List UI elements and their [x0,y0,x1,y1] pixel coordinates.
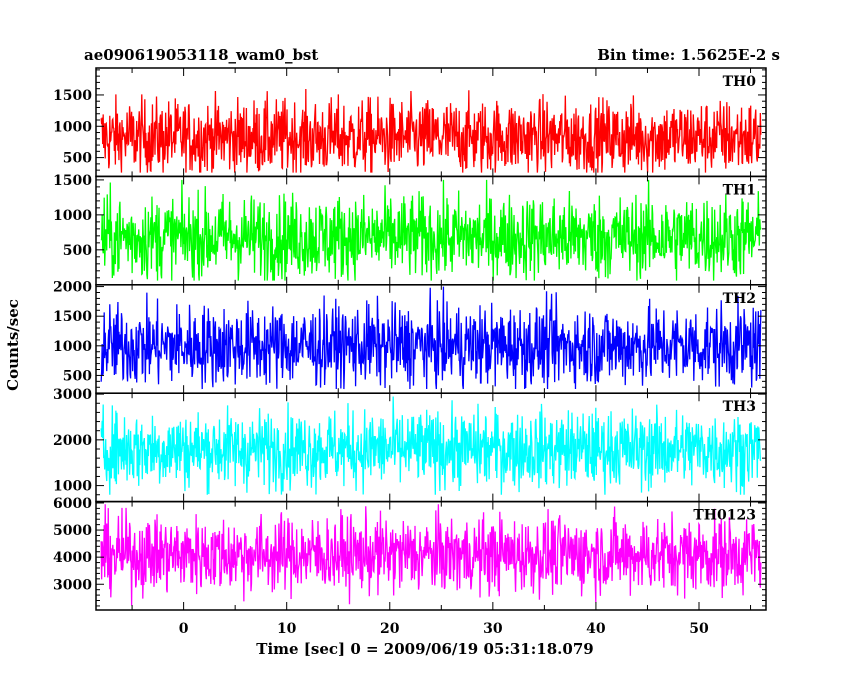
y-tick-label: 1000 [53,119,92,135]
panel-th0: 500 1000 1500 TH0 [53,67,767,178]
panel-th0123: 3000 4000 5000 6000 TH0123 [53,496,767,611]
y-tick-label: 6000 [53,496,92,512]
panel-th2: 500 1000 1500 2000 TH2 [53,280,767,394]
panel-frame [95,500,767,611]
y-tick-label: 5000 [53,523,92,539]
y-tick-label: 1500 [53,88,92,104]
y-tick-label: 1000 [53,479,92,495]
chart-title-right: Bin time: 1.5625E-2 s [597,46,780,64]
y-tick-label: 3000 [53,387,92,403]
x-tick-label: 40 [586,621,606,637]
y-tick-label: 500 [63,151,92,167]
x-tick-label: 10 [277,621,297,637]
y-tick-label: 500 [63,243,92,259]
series-th3 [100,396,762,495]
x-tick-label: 50 [689,621,709,637]
y-axis-label: Counts/sec [4,299,22,391]
y-tick-label: 1000 [53,208,92,224]
y-tick-label: 2000 [53,280,92,296]
y-tick-label: 3000 [53,577,92,593]
y-tick-label: 1500 [53,309,92,325]
x-tick-label: 0 [179,621,189,637]
panel-label: TH2 [723,291,756,307]
y-tick-label: 1000 [53,339,92,355]
panel-th1: 500 1000 1500 TH1 [53,173,767,286]
x-tick-label: 20 [380,621,400,637]
y-tick-label: 2000 [53,433,92,449]
series-th0 [100,88,762,173]
series-th2 [100,286,762,390]
y-tick-label: 1500 [53,173,92,189]
x-tick-label: 30 [483,621,503,637]
chart-title-left: ae090619053118_wam0_bst [84,46,318,64]
panels-group: 50010001500TH050010001500TH1500100015002… [53,67,767,637]
panel-th3: 1000 2000 3000 TH3 [53,387,767,503]
series-th0123 [100,504,762,606]
series-th1 [100,179,762,281]
y-tick-label: 500 [63,368,92,384]
y-tick-label: 4000 [53,550,92,566]
panel-label: TH0123 [693,508,756,524]
panel-label: TH3 [723,399,756,415]
x-axis-label: Time [sec] 0 = 2009/06/19 05:31:18.079 [256,640,593,658]
panel-label: TH0 [723,74,757,90]
panel-label: TH1 [723,182,756,198]
